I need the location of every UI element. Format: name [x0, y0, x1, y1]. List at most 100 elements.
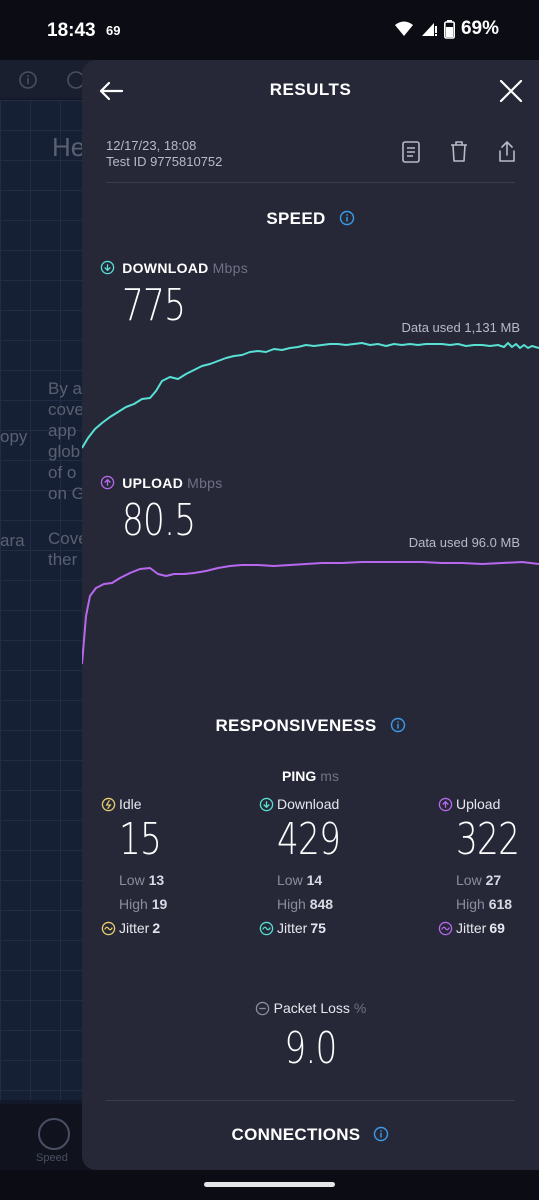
upload-label-text: Upload	[456, 796, 501, 812]
ping-idle-jitter: Jitter 2	[101, 920, 173, 936]
page-title: RESULTS	[269, 80, 352, 99]
packet-loss-icon	[255, 1001, 269, 1015]
gesture-home-bar[interactable]	[204, 1182, 335, 1187]
info-icon[interactable]	[339, 210, 355, 226]
ping-unit: ms	[320, 768, 339, 784]
jitter-label: Jitter	[119, 920, 150, 936]
results-header: RESULTS	[82, 60, 539, 120]
ping-idle-value: 15	[119, 814, 162, 865]
background-line: By a	[48, 379, 83, 398]
upload-label: UPLOAD Mbps	[100, 475, 223, 491]
notes-icon[interactable]	[400, 140, 422, 164]
test-id: Test ID 9775810752	[106, 154, 223, 169]
high-value: 618	[488, 896, 513, 912]
responsiveness-section-title: RESPONSIVENESS	[82, 716, 539, 736]
background-line: of o	[48, 463, 77, 482]
background-line: glob	[48, 442, 81, 461]
low-label: Low	[119, 872, 145, 888]
wifi-icon	[394, 21, 413, 36]
high-label: High	[277, 896, 306, 912]
background-paragraph-1: By a cove app glob of o on G	[48, 378, 85, 504]
download-speed-line	[82, 342, 539, 449]
low-value: 13	[148, 872, 165, 888]
ping-header: PING ms	[82, 768, 539, 784]
share-icon[interactable]	[496, 140, 518, 164]
high-value: 848	[309, 896, 334, 912]
upload-data-used: Data used 96.0 MB	[408, 535, 520, 550]
test-meta: 12/17/23, 18:08 Test ID 9775810752	[106, 138, 222, 170]
low-value: 27	[485, 872, 502, 888]
ping-upload-value: 322	[456, 814, 520, 865]
background-line: Cove	[48, 529, 88, 548]
jitter-icon	[259, 921, 274, 935]
low-label: Low	[456, 872, 482, 888]
ping-upload-jitter: Jitter 69	[438, 920, 537, 936]
download-label-text: DOWNLOAD	[122, 260, 209, 276]
download-unit: Mbps	[212, 260, 249, 276]
background-side-word: ara	[0, 531, 25, 550]
low-label: Low	[277, 872, 303, 888]
background-paragraph-2: Cove ther	[48, 528, 88, 570]
test-datetime: 12/17/23, 18:08	[106, 138, 197, 153]
high-label: High	[119, 896, 148, 912]
background-map	[0, 100, 90, 1100]
download-label: DOWNLOAD Mbps	[100, 260, 248, 276]
ping-download-label: Download	[259, 796, 358, 812]
responsiveness-title-text: RESPONSIVENESS	[215, 716, 377, 735]
download-speed-value: 775	[122, 280, 186, 331]
jitter-value: 2	[152, 920, 161, 936]
download-data-used: Data used 1,131 MB	[401, 320, 520, 335]
packet-loss-value: 9.0	[284, 1022, 337, 1074]
cellular-signal-icon	[421, 23, 437, 36]
high-label: High	[456, 896, 485, 912]
battery-percent: 69%	[460, 18, 499, 39]
status-time: 18:43	[47, 20, 96, 41]
download-label-text: Download	[277, 796, 340, 812]
divider	[106, 1100, 515, 1101]
jitter-icon	[101, 921, 116, 935]
ping-upload-label: Upload	[438, 796, 537, 812]
upload-unit: Mbps	[187, 475, 223, 491]
background-line: app	[48, 421, 77, 440]
info-icon	[19, 71, 37, 89]
high-value: 19	[151, 896, 168, 912]
jitter-value: 75	[310, 920, 326, 936]
ping-idle: Idle 15 Low 13 High 19 Jitter 2	[101, 796, 173, 936]
jitter-label: Jitter	[456, 920, 487, 936]
idle-label-text: Idle	[119, 796, 142, 812]
idle-icon	[101, 797, 116, 811]
trash-icon[interactable]	[448, 140, 470, 164]
background-side-word: opy	[0, 427, 28, 446]
notification-count: 69	[106, 23, 121, 38]
upload-speed-value: 80.5	[122, 495, 196, 546]
info-icon[interactable]	[390, 717, 406, 733]
upload-arrow-icon	[438, 797, 453, 811]
ping-upload-low: Low 27	[456, 870, 537, 890]
result-actions	[400, 140, 518, 164]
ping-idle-label: Idle	[101, 796, 173, 812]
background-line: ther	[48, 550, 78, 569]
jitter-icon	[438, 921, 453, 935]
upload-speed-graph	[82, 561, 539, 665]
ping-idle-low: Low 13	[119, 870, 173, 890]
close-icon[interactable]	[496, 76, 526, 106]
divider	[106, 182, 515, 183]
download-speed-graph	[82, 342, 539, 449]
status-bar: 18:43 69 69%	[0, 0, 539, 60]
packet-loss-unit: %	[353, 1000, 367, 1016]
connections-title-text: CONNECTIONS	[231, 1125, 361, 1144]
speedometer-icon	[38, 1118, 70, 1150]
status-icons: 69%	[394, 18, 499, 40]
back-arrow-icon[interactable]	[96, 76, 126, 106]
upload-arrow-icon	[100, 475, 115, 490]
battery-icon	[443, 19, 455, 39]
jitter-label: Jitter	[277, 920, 308, 936]
packet-loss-label-text: Packet Loss	[273, 1000, 350, 1016]
packet-loss-label: Packet Loss %	[255, 1000, 367, 1016]
ping-upload-high: High 618	[456, 894, 537, 914]
upload-speed-line	[82, 561, 539, 665]
results-sheet: RESULTS 12/17/23, 18:08 Test ID 97758107…	[82, 60, 539, 1170]
info-icon[interactable]	[373, 1126, 389, 1142]
packet-loss: Packet Loss % 9.0	[82, 1000, 539, 1074]
speed-section-title: SPEED	[82, 209, 539, 229]
